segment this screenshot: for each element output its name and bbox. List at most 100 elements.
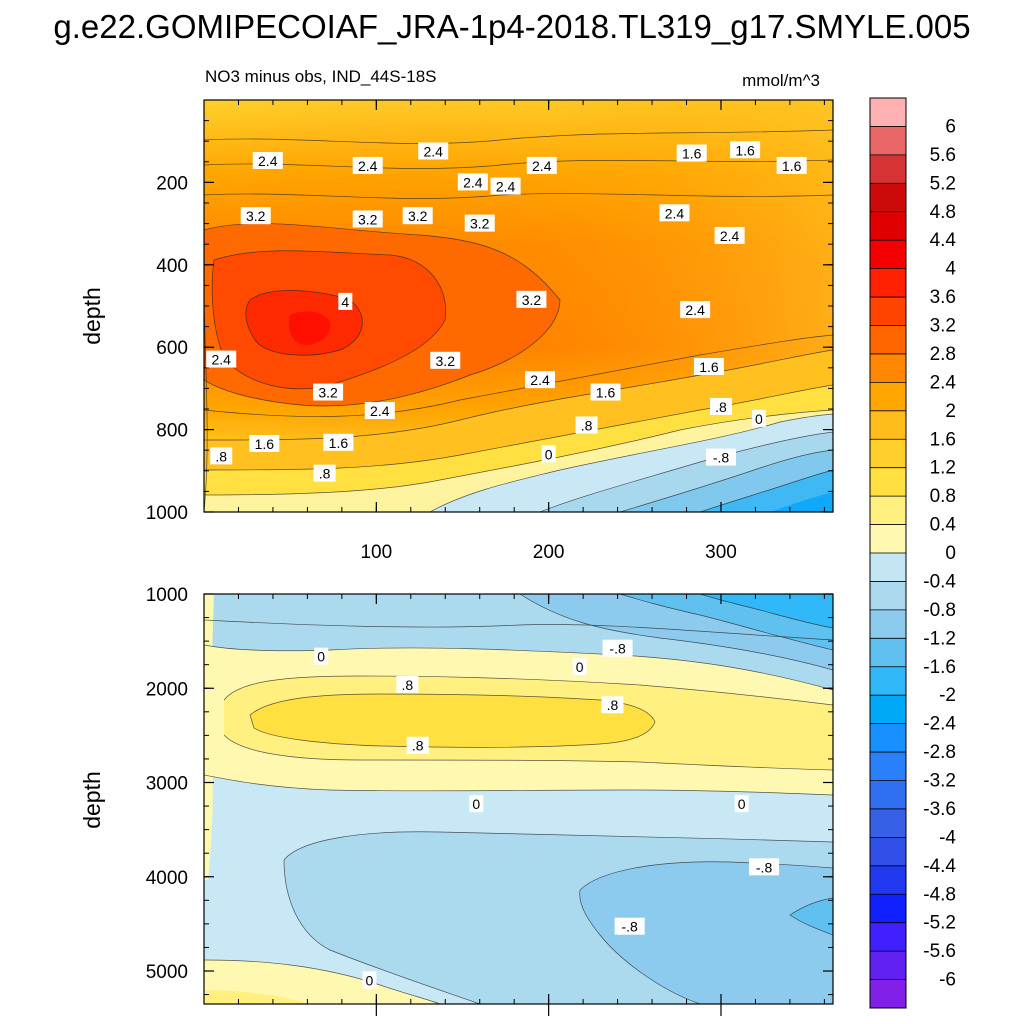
colorbar-swatch — [870, 240, 906, 270]
lower-panel-fill — [204, 594, 833, 1004]
x-tick-label: 100 — [360, 542, 392, 563]
colorbar-swatch — [870, 581, 906, 611]
colorbar-label: -5.2 — [923, 913, 956, 934]
contour-label-bg — [601, 696, 624, 714]
contour-label-bg — [206, 350, 237, 368]
colorbar-swatch — [870, 268, 906, 298]
contour-label-bg — [676, 144, 707, 162]
contour-label: 0 — [314, 647, 329, 665]
contour-label-bg — [490, 177, 521, 195]
colorbar: 6 5.6 5.2 4.8 4.4 4 3.6 3.2 2.8 2.4 2 1.6 1.2 0.8 0.4 0… — [869, 97, 957, 1009]
contour-label-text: .8 — [607, 697, 619, 713]
figure-title: g.e22.GOMIPECOIAF_JRA-1p4-2018.TL319_g17… — [53, 8, 970, 45]
contour-label: .8 — [396, 675, 419, 693]
colorbar-label: 3.2 — [930, 316, 956, 337]
contour-label-text: 0 — [366, 972, 374, 988]
upper-contour-labels: 2.4 2.4 2.4 2.4 2.4 2.4 1.6 1.6 1.6 3.2 3.2 3.2 3.2 2… — [206, 141, 807, 482]
colorbar-label: 2.4 — [930, 372, 957, 393]
lower-panel: 1000 2000 3000 4000 5000 0 -.8 0 .8 .8 .8 0 0 -.8 -.8… — [146, 585, 834, 1016]
contour-label-bg — [402, 207, 433, 225]
contour-label: 3.2 — [430, 351, 461, 369]
contour-label-text: 3.2 — [470, 216, 490, 232]
contour-label-bg — [614, 917, 645, 935]
colorbar-label: 1.6 — [930, 429, 956, 450]
contour-label: 2.4 — [490, 177, 521, 195]
contour-label: .8 — [313, 464, 336, 482]
contour-label-text: .8 — [319, 466, 331, 482]
colorbar-label: -1.2 — [923, 628, 956, 649]
colorbar-swatch — [870, 979, 906, 1009]
contour-label-bg — [751, 409, 766, 427]
contour-label-bg — [572, 658, 587, 676]
colorbar-label: -1.6 — [923, 657, 956, 678]
y-tick-label: 3000 — [146, 774, 188, 795]
contour-label: 1.6 — [730, 141, 761, 159]
contour-label-text: 2.4 — [211, 352, 231, 368]
y-tick-label: 600 — [156, 338, 188, 359]
lower-contour-labels: 0 -.8 0 .8 .8 .8 0 0 -.8 -.8 0 — [314, 639, 780, 989]
contour-label-text: 1.6 — [699, 359, 719, 375]
contour-label-bg — [323, 433, 354, 451]
contour-label-text: 1.6 — [735, 142, 755, 158]
contour-label: 2.4 — [680, 301, 711, 319]
contour-label-bg — [590, 383, 621, 401]
contour-label-text: 2.4 — [496, 179, 516, 195]
colorbar-swatch — [870, 382, 906, 412]
contour-label: 3.2 — [352, 210, 383, 228]
upper-x-axis: 100 200 300 — [237, 100, 825, 563]
colorbar-label: 0 — [945, 543, 956, 564]
contour-label: 2.4 — [526, 156, 557, 174]
contour-label-bg — [252, 151, 283, 169]
y-tick-label: 1000 — [146, 503, 188, 524]
colorbar-label: 0.8 — [930, 486, 956, 507]
colorbar-swatch — [870, 723, 906, 753]
contour-label: 3.2 — [240, 207, 271, 225]
colorbar-swatch — [870, 808, 906, 838]
contour-label-bg — [693, 357, 724, 375]
colorbar-label: -4.8 — [923, 884, 956, 905]
colorbar-swatch — [870, 922, 906, 952]
contour-label-text: -.8 — [621, 919, 638, 935]
contour-label-text: .8 — [215, 448, 227, 464]
lower-y-axis: 1000 2000 3000 4000 5000 — [146, 585, 833, 996]
contour-label-bg — [749, 858, 780, 876]
contour-label: 1.6 — [693, 357, 724, 375]
y-tick-label: 4000 — [146, 868, 188, 889]
contour-label: 2.4 — [525, 371, 556, 389]
contour-label-text: 3.2 — [522, 292, 542, 308]
contour-label: 3.2 — [313, 383, 344, 401]
y-tick-label: 5000 — [146, 962, 188, 983]
contour-label-bg — [714, 226, 745, 244]
contour-label-bg — [396, 675, 419, 693]
colorbar-label: -4.4 — [923, 856, 956, 877]
contour-label: 2.4 — [364, 402, 395, 420]
contour-label-text: 3.2 — [408, 208, 428, 224]
contour-label-bg — [730, 141, 761, 159]
contour-label-bg — [516, 290, 547, 308]
contour-label-bg — [313, 383, 344, 401]
contour-label: .8 — [601, 696, 624, 714]
contour-label-text: 2.4 — [358, 158, 378, 174]
contour-label: .8 — [210, 447, 233, 465]
contour-label-text: 1.6 — [329, 435, 349, 451]
y-tick-label: 1000 — [146, 585, 188, 606]
colorbar-label: -0.4 — [923, 571, 956, 592]
contour-label: 4 — [338, 292, 353, 310]
colorbar-label: 2 — [945, 401, 956, 422]
colorbar-swatch — [870, 524, 906, 554]
x-tick-label: 200 — [533, 542, 565, 563]
contour-label-text: 1.6 — [255, 436, 275, 452]
y-tick-label: 200 — [156, 173, 188, 194]
colorbar-label: -4 — [939, 827, 956, 848]
contour-label-text: 2.4 — [532, 158, 552, 174]
contour-label: 1.6 — [323, 433, 354, 451]
contour-label: 0 — [541, 445, 556, 463]
contour-label: 0 — [751, 409, 766, 427]
contour-label-bg — [525, 371, 556, 389]
contour-label: 2.4 — [418, 142, 449, 160]
colorbar-label: -2 — [939, 685, 956, 706]
contour-label-bg — [705, 448, 736, 466]
contour-label-bg — [364, 402, 395, 420]
contour-label-text: 2.4 — [463, 174, 483, 190]
contour-label: 0 — [572, 658, 587, 676]
